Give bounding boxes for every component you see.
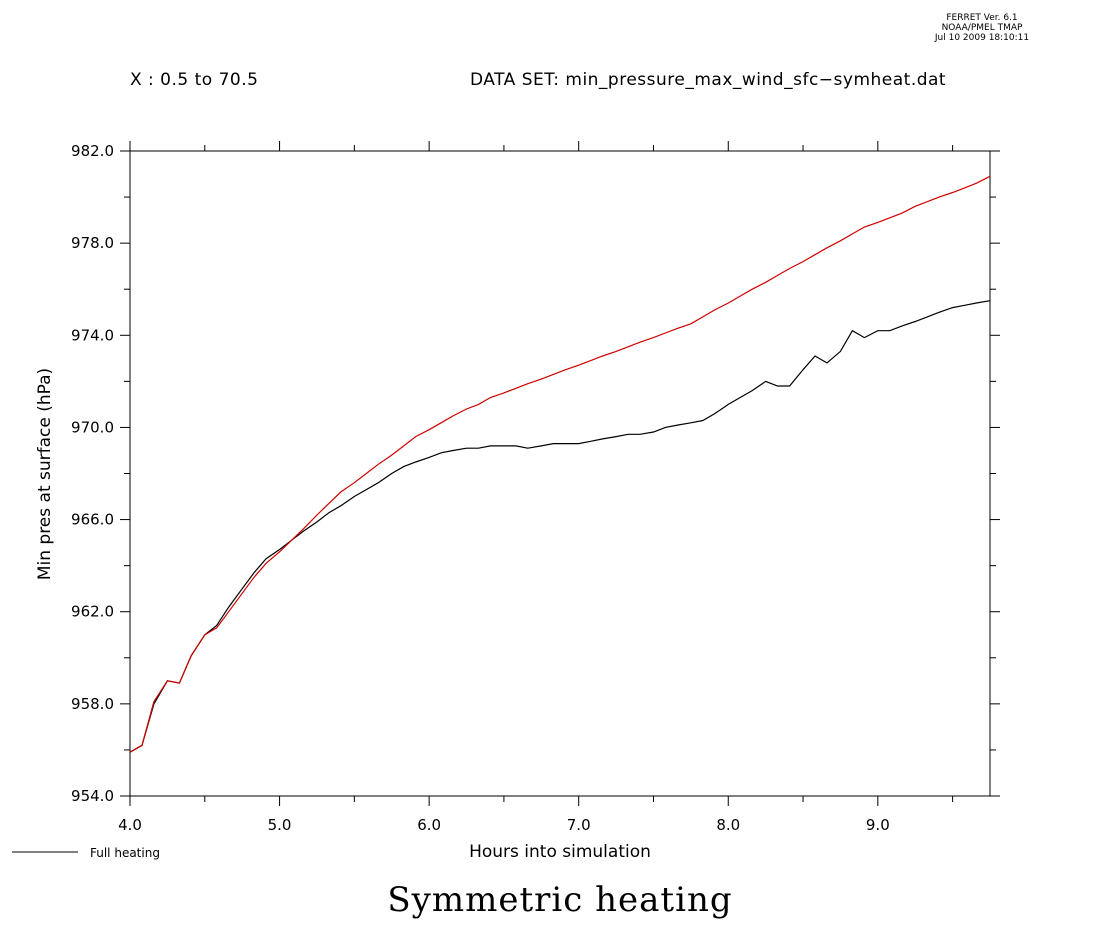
x-tick-label: 5.0 xyxy=(268,816,292,834)
axes: 4.0 5.0 6.0 7.0 8.0 9.0 954.0 958.0 962.0 966.0 97… xyxy=(71,141,1000,834)
series-line-red xyxy=(129,175,991,753)
y-tick-label: 954.0 xyxy=(71,787,114,805)
y-tick-label: 978.0 xyxy=(71,234,114,252)
x-tick-label: 4.0 xyxy=(118,816,142,834)
x-axis-title: Hours into simulation xyxy=(469,842,651,862)
stamp-version: FERRET Ver. 6.1 xyxy=(946,13,1018,23)
legend-label-full-heating: Full heating xyxy=(90,846,160,860)
y-tick-label: 982.0 xyxy=(71,142,114,160)
x-range-label: X : 0.5 to 70.5 xyxy=(130,70,259,90)
y-tick-label: 958.0 xyxy=(71,695,114,713)
y-tick-label: 962.0 xyxy=(71,603,114,621)
y-tick-label: 966.0 xyxy=(71,511,114,529)
series-group xyxy=(129,175,991,753)
series-line-full-heating xyxy=(129,300,991,753)
y-tick-label: 974.0 xyxy=(71,326,114,344)
y-tick-label: 970.0 xyxy=(71,418,114,436)
dataset-label: DATA SET: min_pressure_max_wind_sfc−symh… xyxy=(470,70,947,90)
stamp-date: Jul 10 2009 18:10:11 xyxy=(934,33,1030,43)
x-tick-label: 8.0 xyxy=(716,816,740,834)
ferret-stamp: FERRET Ver. 6.1 NOAA/PMEL TMAP Jul 10 20… xyxy=(930,13,1034,43)
x-tick-label: 9.0 xyxy=(866,816,890,834)
figure-title: Symmetric heating xyxy=(387,880,733,920)
x-tick-label: 7.0 xyxy=(567,816,591,834)
stamp-org: NOAA/PMEL TMAP xyxy=(941,23,1023,33)
x-tick-label: 6.0 xyxy=(417,816,441,834)
legend: Full heating xyxy=(12,846,160,860)
y-axis-title: Min pres at surface (hPa) xyxy=(35,368,55,580)
